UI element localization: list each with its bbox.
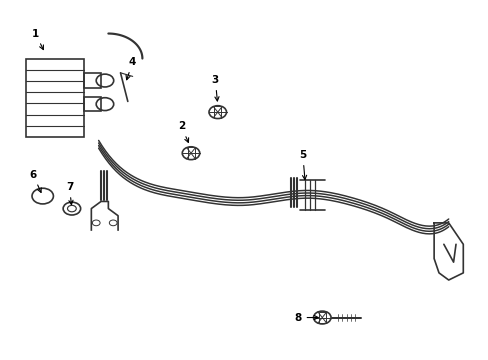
- Bar: [26, 59, 84, 137]
- Text: 2: 2: [177, 121, 188, 143]
- Bar: [318, 312, 325, 323]
- Text: 7: 7: [66, 182, 73, 204]
- Text: 5: 5: [299, 150, 306, 180]
- Bar: [214, 106, 221, 118]
- Text: 8: 8: [294, 312, 318, 323]
- Text: 4: 4: [126, 57, 136, 80]
- Text: 6: 6: [29, 170, 41, 192]
- Text: 3: 3: [211, 75, 219, 101]
- Text: 1: 1: [32, 28, 43, 50]
- Bar: [187, 148, 194, 159]
